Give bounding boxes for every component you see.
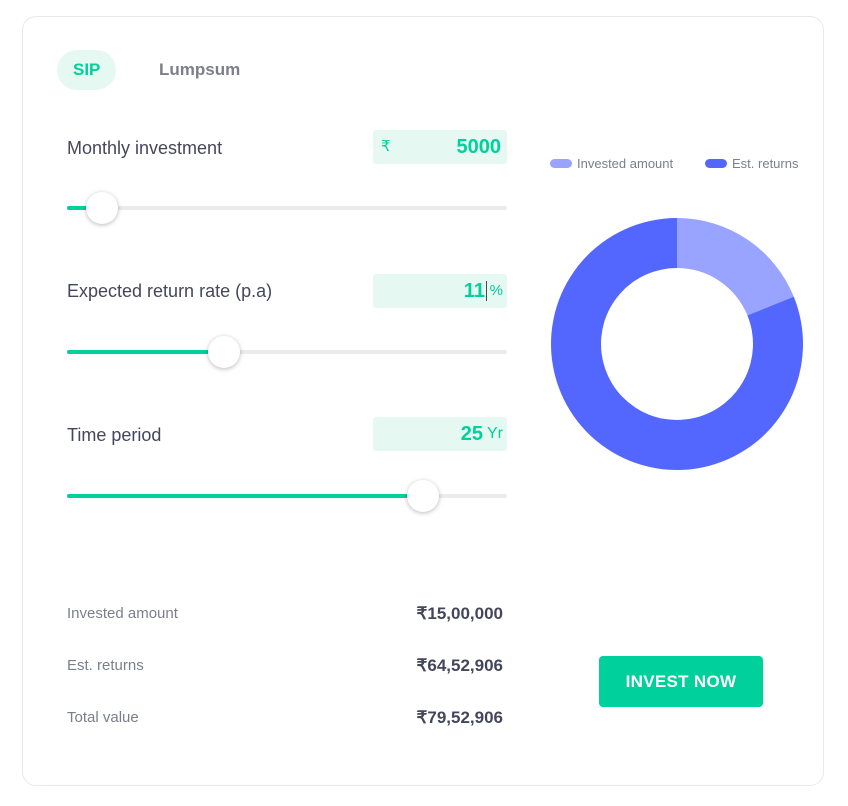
slider-fill [67, 350, 225, 354]
year-suffix: Yr [487, 425, 503, 442]
monthly-investment-value: 5000 [456, 136, 502, 158]
monthly-investment-label: Monthly investment [67, 138, 223, 158]
summary-invested-value: ₹15,00,000 [416, 604, 503, 623]
tab-lumpsum[interactable]: Lumpsum [159, 60, 241, 79]
legend-label-returns: Est. returns [732, 156, 799, 171]
invest-now-button[interactable]: INVEST NOW [599, 656, 763, 707]
legend-swatch-returns [705, 159, 727, 168]
legend-label-invested: Invested amount [577, 156, 674, 171]
percent-suffix: % [489, 282, 503, 299]
summary-returns-value: ₹64,52,906 [416, 656, 503, 675]
summary-total-value: ₹79,52,906 [416, 708, 503, 727]
slider-thumb[interactable] [406, 480, 439, 512]
return-rate-slider[interactable] [67, 336, 507, 368]
legend-invested: Invested amount [550, 156, 673, 171]
tab-sip[interactable]: SIP [57, 50, 117, 90]
donut-slice-invested [677, 218, 794, 316]
return-rate-input[interactable]: 11 % [373, 274, 507, 308]
return-rate-label: Expected return rate (p.a) [67, 281, 273, 301]
summary-total-label: Total value [67, 709, 139, 726]
time-period-label: Time period [67, 425, 162, 445]
time-period-input[interactable]: 25 Yr [373, 417, 507, 451]
slider-fill [67, 494, 423, 498]
slider-thumb[interactable] [208, 336, 241, 368]
sip-calculator-card: SIP Lumpsum Monthly investment ₹ 5000 Ex… [22, 16, 824, 786]
slider-fill [67, 206, 103, 210]
text-caret [486, 281, 487, 301]
donut-slice-returns [551, 218, 803, 470]
monthly-investment-slider[interactable] [67, 192, 507, 224]
monthly-investment-input[interactable]: ₹ 5000 [373, 130, 507, 164]
legend-swatch-invested [550, 159, 572, 168]
time-period-slider[interactable] [67, 480, 507, 512]
slider-thumb[interactable] [86, 192, 119, 224]
return-rate-value: 11 [463, 280, 485, 302]
rupee-prefix: ₹ [381, 138, 391, 155]
legend-returns: Est. returns [705, 156, 798, 171]
time-period-value: 25 [460, 423, 483, 445]
summary-invested-label: Invested amount [67, 605, 178, 622]
donut-chart [551, 218, 803, 470]
summary-returns-label: Est. returns [67, 657, 144, 674]
